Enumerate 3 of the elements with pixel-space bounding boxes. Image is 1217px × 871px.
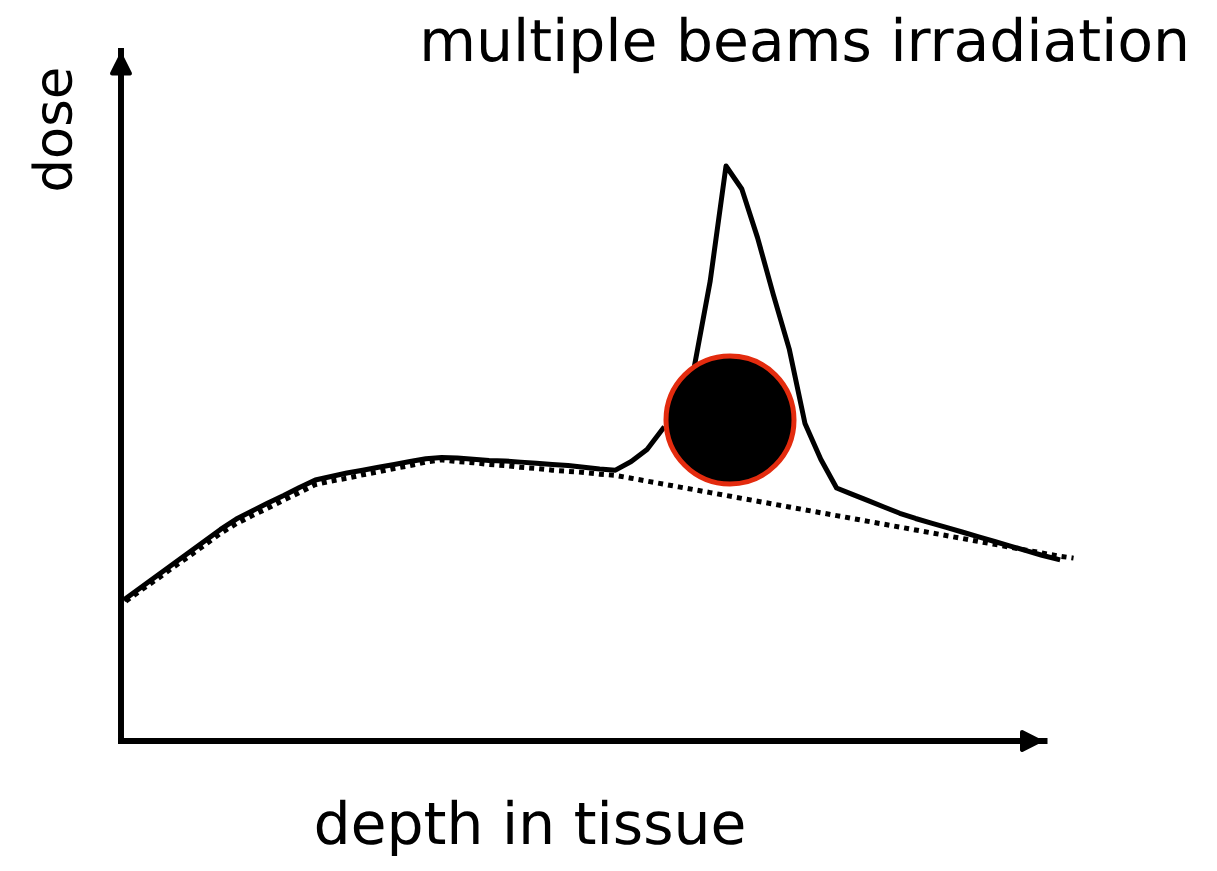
y-axis-title: dose <box>31 69 73 190</box>
chart-title: multiple beams irradiation <box>424 16 1186 74</box>
x-axis-title: depth in tissue <box>316 799 744 857</box>
